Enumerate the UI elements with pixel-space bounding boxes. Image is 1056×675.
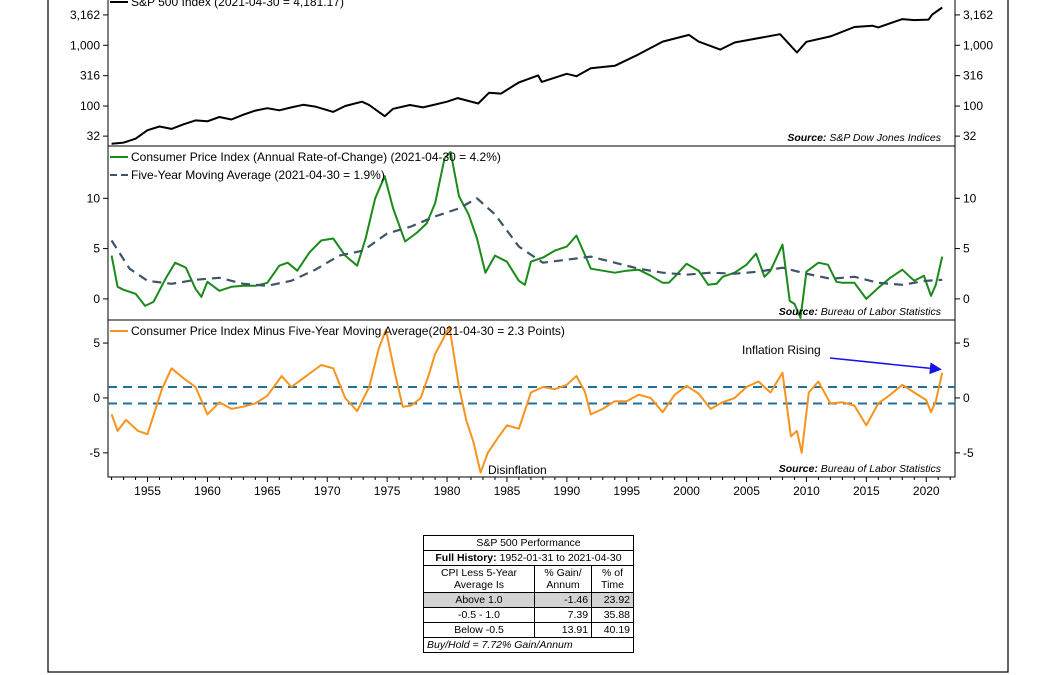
- series-line: [111, 6, 943, 145]
- performance-table: S&P 500 Performance Full History: 1952-0…: [423, 535, 634, 653]
- legend-label: Five-Year Moving Average (2021-04-30 = 1…: [131, 168, 385, 182]
- x-axis: 1955 1960 1965 1970 1975 1980 1985 1990 1995 2000…: [111, 477, 951, 498]
- table-history: Full History: 1952-01-31 to 2021-04-30: [423, 550, 634, 566]
- row-gain: 13.91: [533, 622, 593, 638]
- row-label: Above 1.0: [423, 592, 535, 608]
- x-tick-label: 1975: [374, 484, 401, 498]
- y-tick-label-left: 5: [93, 336, 100, 350]
- y-tick-label-right: 100: [963, 99, 983, 113]
- chart-panel: 5 5 0 0 -5 -5 Consumer Price Index Minus Five-…: [89, 319, 974, 478]
- table-row: Below -0.5 13.91 40.19: [423, 622, 634, 638]
- source-text: Bureau of Labor Statistics: [821, 463, 942, 475]
- y-tick-label-right: 32: [963, 129, 977, 143]
- x-tick-label: 1995: [613, 484, 640, 498]
- chart-panel: 3,162 3,162 1,000 1,000 316 316 100 100 32 32 S&P …: [70, 0, 993, 147]
- table-header-row: CPI Less 5-Year Average Is % Gain/ Annum…: [423, 565, 634, 593]
- x-tick-label: 1990: [553, 484, 580, 498]
- y-tick-label-left: 1,000: [70, 38, 100, 52]
- x-tick-label: 1970: [314, 484, 341, 498]
- source-text: S&P Dow Jones Indices: [829, 132, 941, 144]
- x-tick-label: 2000: [673, 484, 700, 498]
- annotation-disinflation: Disinflation: [488, 463, 547, 477]
- col-header-time: % of Time: [591, 565, 634, 593]
- y-tick-label-left: 316: [80, 69, 100, 83]
- legend-label: Consumer Price Index Minus Five-Year Mov…: [131, 324, 565, 338]
- table-footer: Buy/Hold = 7.72% Gain/Annum: [423, 637, 634, 653]
- table-history-row: Full History: 1952-01-31 to 2021-04-30: [423, 550, 634, 566]
- table-row: -0.5 - 1.0 7.39 35.88: [423, 607, 634, 623]
- col-header-condition: CPI Less 5-Year Average Is: [423, 565, 535, 593]
- source-note: Source: Bureau of Labor Statistics: [779, 463, 942, 475]
- table-title-row: S&P 500 Performance: [423, 535, 634, 551]
- series-line: [110, 197, 943, 287]
- table-row: Above 1.0 -1.46 23.92: [423, 592, 634, 608]
- source-label: Source:: [779, 463, 821, 475]
- y-tick-label-right: 1,000: [963, 38, 993, 52]
- row-time: 40.19: [591, 622, 634, 638]
- annotation-arrow: [829, 357, 942, 375]
- history-range: 1952-01-31 to 2021-04-30: [499, 552, 622, 564]
- source-label: Source:: [779, 306, 821, 318]
- x-tick-label: 2015: [853, 484, 880, 498]
- x-tick-label: 2020: [913, 484, 940, 498]
- y-tick-label-right: 5: [963, 336, 970, 350]
- legend-label: Consumer Price Index (Annual Rate-of-Cha…: [131, 150, 501, 164]
- x-tick-label: 2005: [733, 484, 760, 498]
- y-tick-label-left: 0: [93, 292, 100, 306]
- y-tick-label-right: -5: [963, 446, 974, 460]
- x-tick-label: 1960: [194, 484, 221, 498]
- y-tick-label-left: 100: [80, 99, 100, 113]
- x-tick-label: 2010: [793, 484, 820, 498]
- source-note: Source: S&P Dow Jones Indices: [787, 132, 941, 144]
- series-line: [110, 325, 944, 474]
- y-tick-label-right: 0: [963, 292, 970, 306]
- panel-frame: [107, 319, 956, 478]
- y-tick-label-right: 3,162: [963, 8, 993, 22]
- y-tick-label-right: 5: [963, 242, 970, 256]
- source-note: Source: Bureau of Labor Statistics: [779, 306, 942, 318]
- y-tick-label-left: 32: [87, 129, 101, 143]
- x-tick-label: 1955: [134, 484, 161, 498]
- row-time: 35.88: [591, 607, 634, 623]
- y-tick-label-right: 316: [963, 69, 983, 83]
- col-header-gain: % Gain/ Annum: [533, 565, 593, 593]
- legend-label: S&P 500 Index (2021-04-30 = 4,181.17): [131, 0, 344, 9]
- table-title: S&P 500 Performance: [423, 535, 634, 551]
- y-tick-label-left: 3,162: [70, 8, 100, 22]
- source-text: Bureau of Labor Statistics: [821, 306, 942, 318]
- x-tick-label: 1965: [254, 484, 281, 498]
- figure-border: [47, 0, 1009, 673]
- table-footer-row: Buy/Hold = 7.72% Gain/Annum: [423, 637, 634, 653]
- x-tick-label: 1980: [434, 484, 461, 498]
- history-label: Full History:: [435, 552, 497, 564]
- y-tick-label-left: 0: [93, 391, 100, 405]
- y-tick-label-right: 0: [963, 391, 970, 405]
- y-tick-label-left: 10: [87, 191, 101, 205]
- row-gain: 7.39: [533, 607, 593, 623]
- series-line: [110, 151, 944, 319]
- annotation-inflation-rising: Inflation Rising: [742, 343, 821, 357]
- row-label: -0.5 - 1.0: [423, 607, 535, 623]
- row-time: 23.92: [591, 592, 634, 608]
- source-label: Source:: [787, 132, 829, 144]
- row-gain: -1.46: [533, 592, 593, 608]
- y-tick-label-right: 10: [963, 191, 977, 205]
- panel-frame: [107, 0, 956, 147]
- y-tick-label-left: 5: [93, 242, 100, 256]
- y-tick-label-left: -5: [89, 446, 100, 460]
- x-tick-label: 1985: [494, 484, 521, 498]
- chart-panel: 10 10 5 5 0 0 Consumer Price Index (Annual Rat…: [87, 145, 977, 321]
- row-label: Below -0.5: [423, 622, 535, 638]
